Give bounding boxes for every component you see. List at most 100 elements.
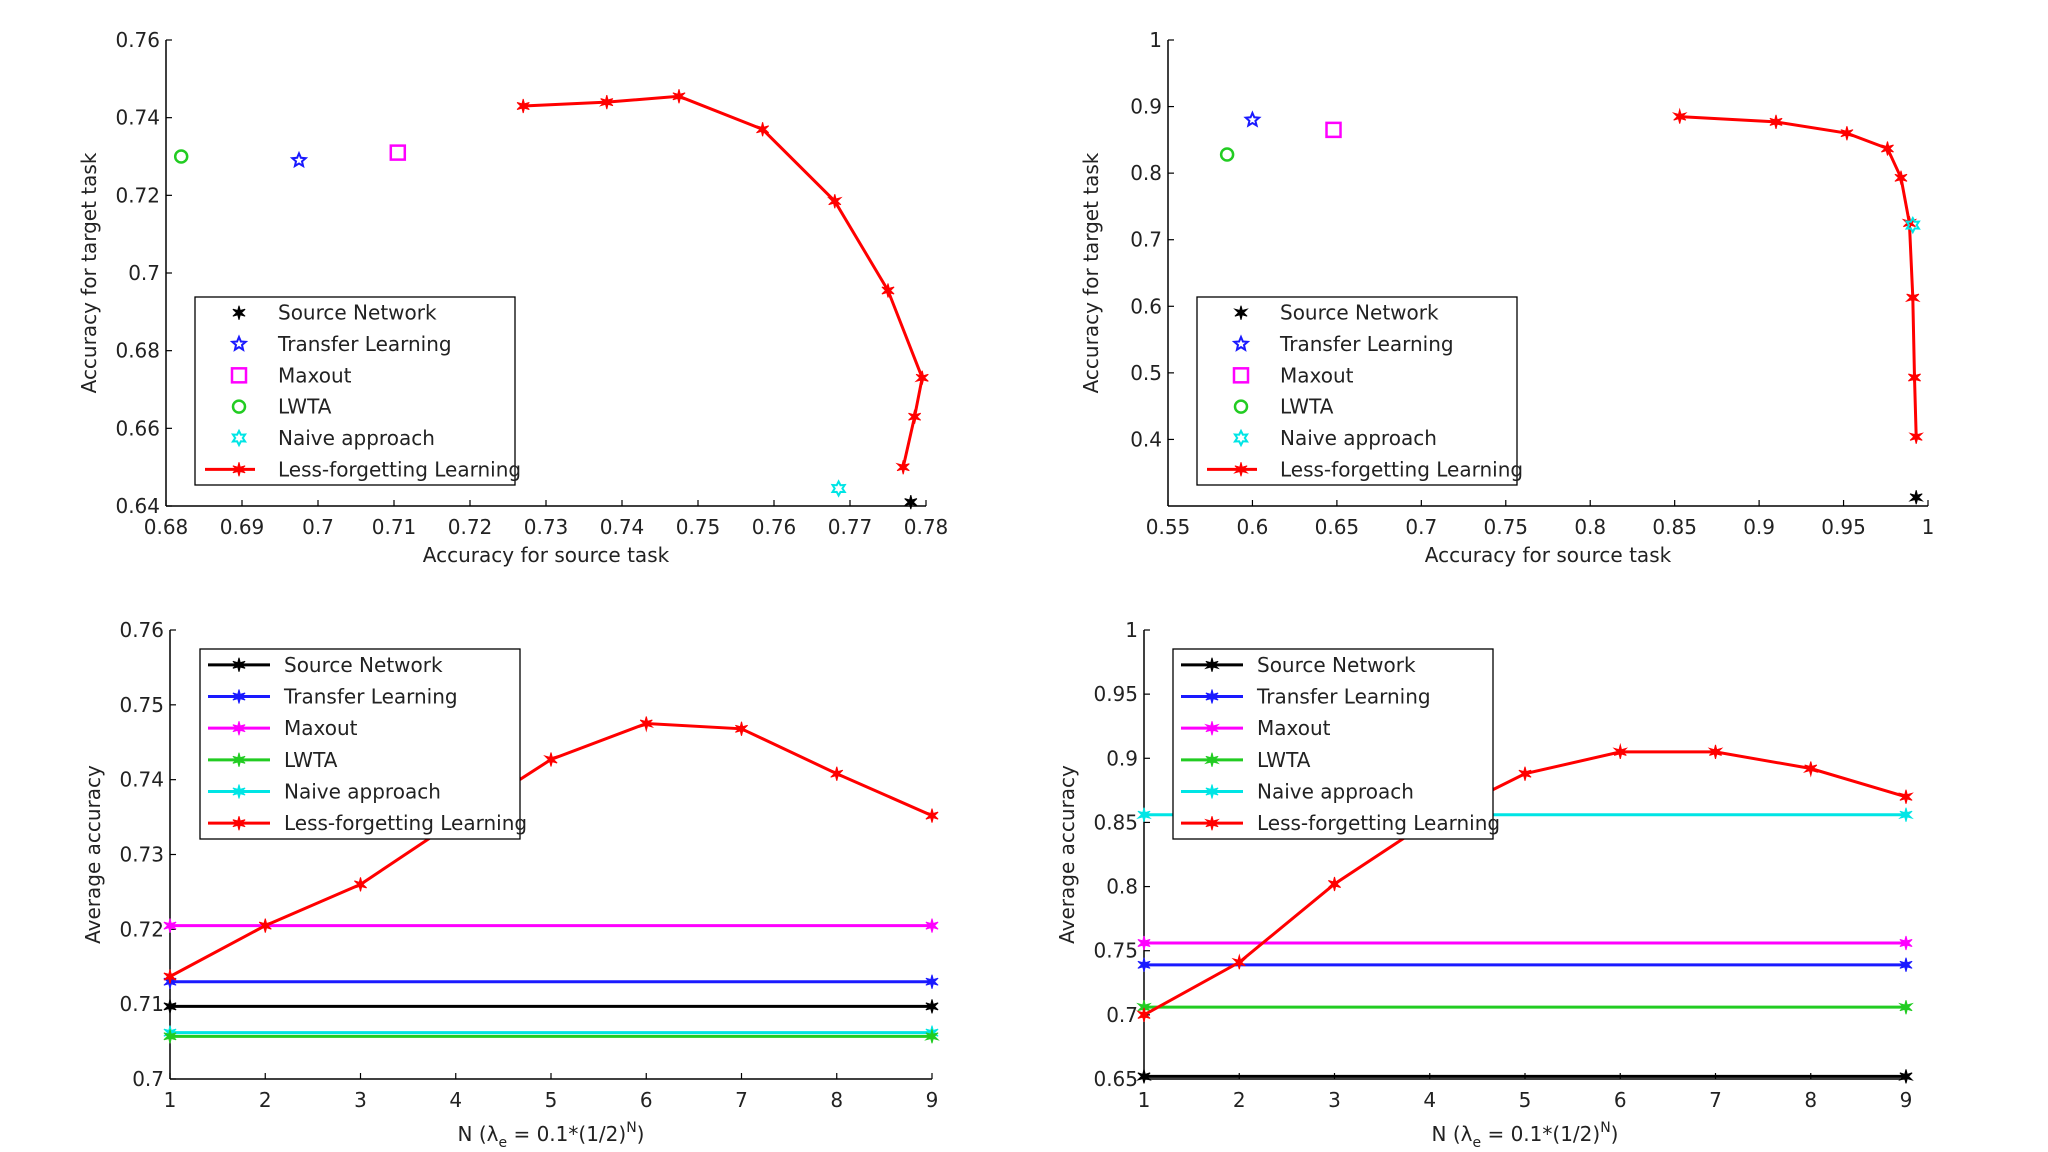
legend-label: Source Network <box>1257 653 1416 677</box>
legend-marker <box>1233 462 1249 477</box>
x-tick-label: 0.73 <box>524 515 569 539</box>
data-point-less-forgetting <box>354 877 367 892</box>
legend-marker <box>232 721 246 736</box>
legend-label: Source Network <box>1280 301 1439 325</box>
legend-box <box>1172 648 1494 840</box>
y-tick-label: 0.72 <box>119 917 164 941</box>
legend-marker <box>230 367 248 384</box>
y-tick-label: 1 <box>1125 618 1138 642</box>
data-point-less-forgetting <box>1769 114 1783 130</box>
data-point-less-forgetting <box>1901 215 1918 231</box>
chart-panel-2: 0.55 0.6 0.65 0.7 0.75 0.8 0.85 0.9 0.95 1 0.4 0.5 0… <box>1079 28 1934 567</box>
x-tick-label: 0.69 <box>220 515 265 539</box>
y-tick-label: 0.76 <box>119 618 164 642</box>
data-point-naive-approach <box>1904 215 1921 235</box>
data-point-less-forgetting <box>672 89 686 104</box>
x-tick-label: 6 <box>640 1088 653 1112</box>
legend-marker <box>1232 367 1250 384</box>
x-tick-label: 0.6 <box>1237 515 1269 539</box>
legend-label: LWTA <box>1257 748 1311 772</box>
data-point-naive-approach <box>830 479 847 498</box>
x-tick-label: 2 <box>259 1088 272 1112</box>
x-tick-label: 0.95 <box>1821 515 1866 539</box>
data-point-less-forgetting <box>1802 761 1819 778</box>
y-tick-label: 0.68 <box>115 339 160 363</box>
x-tick-label: 1 <box>164 1088 177 1112</box>
x-tick-label: 1 <box>1922 515 1935 539</box>
data-point-less-forgetting <box>1328 876 1341 892</box>
x-tick-label: 0.72 <box>448 515 493 539</box>
legend-marker <box>229 334 249 352</box>
y-tick-label: 0.7 <box>1130 228 1162 252</box>
x-tick-label: 0.75 <box>1484 515 1529 539</box>
y-tick-label: 0.8 <box>1106 875 1138 899</box>
y-tick-label: 0.4 <box>1130 427 1162 451</box>
data-point-source-network <box>1136 1069 1152 1084</box>
legend-marker <box>232 816 246 831</box>
legend-marker <box>232 689 246 704</box>
data-point-less-forgetting <box>881 283 895 298</box>
x-tick-label: 0.71 <box>372 515 417 539</box>
legend-marker <box>232 752 246 767</box>
data-point-less-forgetting <box>756 122 770 137</box>
data-point-transfer-learning <box>1899 957 1913 972</box>
x-axis-label: Accuracy for source task <box>423 543 670 567</box>
legend: Source Network Transfer Learning Maxout LWT… <box>194 296 521 486</box>
y-tick-label: 1 <box>1149 28 1162 52</box>
data-point-transfer-learning <box>1137 957 1151 972</box>
x-tick-label: 2 <box>1233 1088 1246 1112</box>
x-tick-label: 5 <box>545 1088 558 1112</box>
legend-label: LWTA <box>284 748 338 772</box>
x-tick-label: 0.65 <box>1315 515 1360 539</box>
legend-label: LWTA <box>278 395 332 419</box>
data-point-less-forgetting <box>258 918 272 933</box>
data-point-source-network <box>925 999 939 1014</box>
y-tick-label: 0.64 <box>115 494 160 518</box>
legend: Source Network Transfer Learning Maxout LWT… <box>1196 296 1523 486</box>
y-axis-label: Accuracy for target task <box>77 152 101 393</box>
x-tick-label: 0.68 <box>144 515 189 539</box>
data-point-less-forgetting <box>598 94 614 110</box>
data-point-lwta <box>924 1029 940 1044</box>
data-point-less-forgetting <box>1894 170 1908 185</box>
y-tick-label: 0.9 <box>1106 746 1138 770</box>
data-point-less-forgetting <box>735 721 748 736</box>
y-tick-label: 0.73 <box>119 843 164 867</box>
x-tick-label: 0.55 <box>1146 515 1191 539</box>
x-tick-label: 0.7 <box>302 515 334 539</box>
y-tick-label: 0.5 <box>1130 361 1162 385</box>
data-point-maxout <box>1899 935 1913 951</box>
data-point-naive-approach <box>1898 807 1914 822</box>
chart-panel-4: 1 2 3 4 5 6 7 8 9 0.65 0.7 0.75 0.8 0.85 0.9 0.95 1 N (λe… <box>1055 618 1914 1151</box>
data-point-less-forgetting <box>1908 429 1924 444</box>
legend-label: Naive approach <box>284 780 441 804</box>
data-point-less-forgetting <box>1707 744 1724 760</box>
legend-label: Maxout <box>1280 363 1354 387</box>
data-point-less-forgetting <box>1840 126 1854 141</box>
legend-marker <box>232 305 246 320</box>
data-point-source-network <box>904 494 918 510</box>
legend-marker <box>1204 657 1220 672</box>
legend-marker <box>1204 721 1220 736</box>
x-axis-label: N (λe = 0.1*(1/2)N) <box>458 1120 645 1151</box>
data-point-less-forgetting <box>830 766 844 781</box>
x-tick-label: 7 <box>1709 1088 1722 1112</box>
legend-marker <box>1204 752 1220 767</box>
y-tick-label: 0.7 <box>132 1067 164 1091</box>
y-tick-label: 0.6 <box>1130 294 1162 318</box>
data-point-less-forgetting <box>826 194 843 209</box>
data-point-less-forgetting <box>516 98 530 114</box>
legend-box <box>199 648 521 840</box>
y-tick-label: 0.74 <box>119 768 164 792</box>
x-tick-label: 7 <box>735 1088 748 1112</box>
legend-label: Maxout <box>284 716 358 740</box>
legend-label: Source Network <box>284 653 443 677</box>
x-tick-label: 0.75 <box>676 515 721 539</box>
legend-marker <box>1233 305 1249 320</box>
x-tick-label: 0.78 <box>904 515 949 539</box>
y-tick-label: 0.71 <box>119 992 164 1016</box>
legend-label: Transfer Learning <box>1279 332 1454 356</box>
legend-marker <box>232 462 246 477</box>
data-point-less-forgetting <box>1671 107 1688 124</box>
y-tick-label: 0.9 <box>1130 95 1162 119</box>
